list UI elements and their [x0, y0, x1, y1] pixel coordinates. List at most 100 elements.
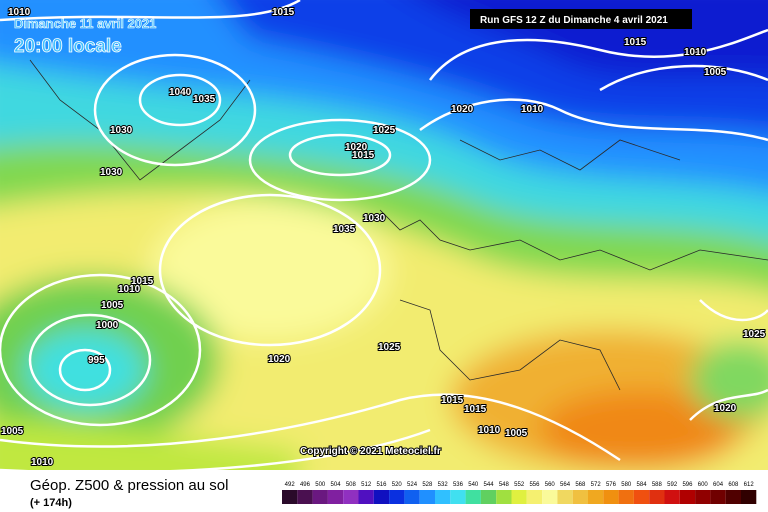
- scale-swatch: [710, 490, 726, 504]
- isobar-label: 1005: [101, 300, 124, 311]
- isobar-label: 1010: [31, 457, 54, 468]
- isobar-label: 1015: [464, 404, 487, 415]
- scale-swatch: [404, 490, 420, 504]
- scale-swatch: [450, 490, 466, 504]
- scale-label: 580: [621, 482, 632, 488]
- scale-label: 556: [529, 482, 540, 488]
- isobar-label: 1015: [272, 7, 295, 18]
- isobar-label: 1020: [451, 104, 474, 115]
- scale-label: 504: [331, 482, 342, 488]
- scale-swatch: [557, 490, 573, 504]
- scale-label: 520: [392, 482, 403, 488]
- scale-swatch: [618, 490, 634, 504]
- isobar-label: 1025: [378, 342, 401, 353]
- isobar-label: 1020: [268, 354, 291, 365]
- scale-label: 600: [698, 482, 709, 488]
- scale-swatch: [695, 490, 711, 504]
- scale-swatch: [725, 490, 741, 504]
- scale-swatch: [664, 490, 680, 504]
- scale-label: 552: [514, 482, 525, 488]
- scale-label: 492: [285, 482, 296, 488]
- isobar-label: 1030: [100, 167, 123, 178]
- coastlines: [29, 59, 768, 391]
- scale-label: 524: [407, 482, 418, 488]
- scale-swatch: [373, 490, 390, 504]
- isobar-label: 1030: [363, 213, 386, 224]
- scale-label: 512: [361, 482, 372, 488]
- scale-swatch: [480, 490, 497, 504]
- scale-label: 560: [545, 482, 556, 488]
- run-info: Run GFS 12 Z du Dimanche 4 avril 2021: [480, 15, 668, 26]
- scale-swatch: [526, 490, 543, 504]
- isobar-label: 1030: [110, 125, 133, 136]
- isobar-label: 1025: [373, 125, 396, 136]
- scale-swatch: [633, 490, 650, 504]
- scale-label: 572: [591, 482, 602, 488]
- isobar-label: 1010: [478, 425, 501, 436]
- scale-label: 536: [453, 482, 464, 488]
- scale-swatch: [435, 490, 451, 504]
- footer-title: Géop. Z500 & pression au sol: [30, 477, 228, 494]
- isobar-label: 1020: [345, 142, 368, 153]
- isobar-label: 1005: [1, 426, 24, 437]
- isobar-label: 1015: [131, 276, 154, 287]
- isobar-label: 1035: [333, 224, 356, 235]
- scale-swatch: [312, 490, 328, 504]
- scale-label: 608: [728, 482, 739, 488]
- scale-swatch: [679, 490, 696, 504]
- forecast-date: Dimanche 11 avril 2021: [14, 16, 156, 31]
- scale-label: 588: [652, 482, 663, 488]
- scale-swatch: [419, 490, 435, 504]
- scale-label: 564: [560, 482, 571, 488]
- isobars: [0, 0, 768, 473]
- scale-swatch: [496, 490, 512, 504]
- isobar-label: 1010: [521, 104, 544, 115]
- isobar-label: 1035: [193, 94, 216, 105]
- color-scale: 492 496 500 504 508 512 516 520 524 528 532 536 540 5…: [282, 482, 757, 504]
- scale-label: 584: [637, 482, 648, 488]
- scale-swatch: [572, 490, 588, 504]
- scale-label: 548: [499, 482, 510, 488]
- isobar-label: 1005: [505, 428, 528, 439]
- scale-swatch: [603, 490, 619, 504]
- scale-label: 544: [484, 482, 495, 488]
- scale-label: 540: [468, 482, 479, 488]
- run-box: [470, 9, 692, 29]
- scale-swatch: [389, 490, 405, 504]
- scale-swatch: [282, 490, 298, 504]
- isobar-label: 995: [88, 355, 105, 366]
- scale-swatch: [588, 490, 604, 504]
- scale-swatch: [465, 490, 481, 504]
- isobar-label: 1010: [8, 7, 31, 18]
- scale-label: 576: [606, 482, 617, 488]
- scale-swatch: [649, 490, 665, 504]
- scale-label: 612: [744, 482, 755, 488]
- forecast-time: 20:00 locale: [14, 36, 122, 57]
- isobar-label: 1010: [684, 47, 707, 58]
- scale-label: 532: [438, 482, 449, 488]
- scale-label: 516: [376, 482, 387, 488]
- scale-swatch: [741, 490, 757, 504]
- scale-swatch: [511, 490, 527, 504]
- scale-label: 500: [315, 482, 326, 488]
- scale-label: 508: [346, 482, 357, 488]
- isobar-label: 1000: [96, 320, 119, 331]
- scale-swatch: [297, 490, 313, 504]
- isobar-label: 1010: [118, 284, 141, 295]
- scale-label: 496: [300, 482, 311, 488]
- isobar-label: 1015: [352, 150, 375, 161]
- scale-label: 592: [667, 482, 678, 488]
- isobar-label: 1040: [169, 87, 192, 98]
- isobar-label: 1015: [624, 37, 647, 48]
- scale-swatch: [327, 490, 344, 504]
- copyright: Copyright © 2021 Meteociel.fr: [300, 446, 441, 457]
- scale-swatch: [358, 490, 374, 504]
- footer-lead: (+ 174h): [30, 497, 72, 509]
- isobar-label: 1025: [743, 329, 766, 340]
- scale-label: 604: [713, 482, 724, 488]
- isobar-label: 1015: [441, 395, 464, 406]
- scale-swatch: [343, 490, 359, 504]
